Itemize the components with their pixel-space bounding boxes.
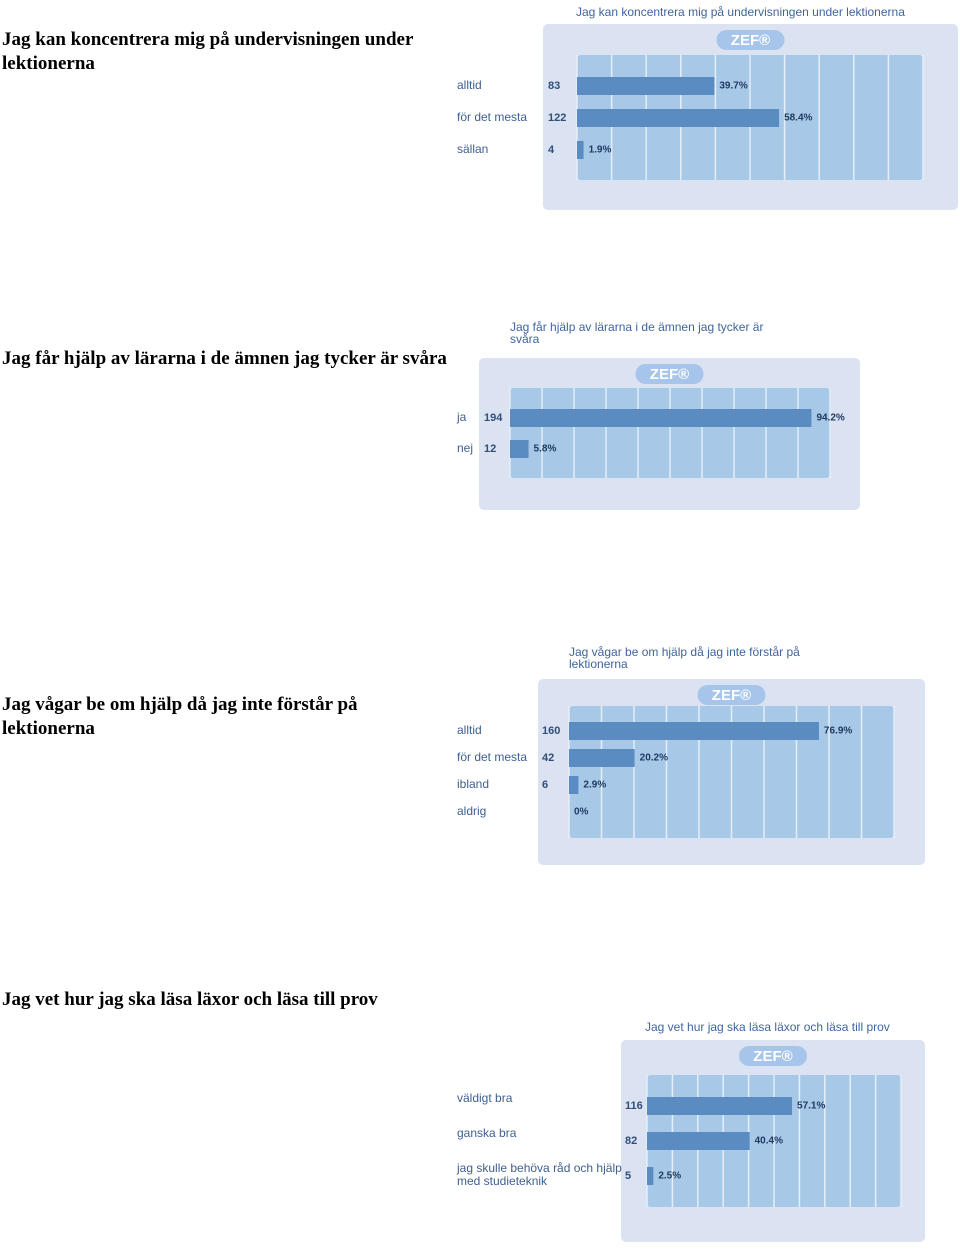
count-label: 194	[484, 412, 503, 424]
bar	[577, 77, 715, 95]
bar	[510, 440, 529, 458]
logo: ZEF®	[650, 366, 689, 383]
chart-title: Jag vågar be om hjälp då jag inte förstå…	[569, 645, 800, 671]
bar	[569, 776, 579, 794]
count-label: 6	[542, 779, 548, 791]
logo: ZEF®	[753, 1048, 792, 1065]
bar	[569, 749, 635, 767]
bar	[569, 722, 819, 740]
count-label: 122	[548, 112, 566, 124]
bar	[647, 1167, 654, 1185]
count-label: 116	[625, 1100, 643, 1112]
value-label: 5.8%	[534, 444, 557, 455]
value-label: 94.2%	[816, 413, 844, 424]
heading: Jag får hjälp av lärarna i de ämnen jag …	[2, 348, 447, 369]
chart-title: Jag kan koncentrera mig på undervisninge…	[576, 5, 905, 19]
value-label: 76.9%	[824, 726, 852, 737]
heading: Jag vågar be om hjälp då jag inte förstå…	[2, 694, 358, 739]
logo-badge	[739, 1046, 807, 1066]
count-label: 160	[542, 725, 560, 737]
logo-badge	[697, 685, 766, 705]
value-label: 0%	[574, 807, 589, 818]
count-label: 12	[484, 443, 496, 455]
logo: ZEF®	[731, 32, 770, 49]
count-label: 4	[548, 144, 555, 156]
count-label: 82	[625, 1135, 637, 1147]
count-label: 83	[548, 80, 560, 92]
logo-badge	[635, 364, 704, 384]
category-label: aldrig	[457, 804, 487, 818]
logo-badge	[716, 30, 785, 50]
bar	[510, 409, 812, 427]
bar	[577, 109, 780, 127]
value-label: 2.9%	[583, 780, 606, 791]
category-label: nej	[457, 441, 474, 455]
value-label: 57.1%	[797, 1101, 825, 1112]
category-label: alltid	[457, 78, 482, 92]
value-label: 2.5%	[658, 1171, 681, 1182]
category-label: alltid	[457, 723, 482, 737]
value-label: 39.7%	[719, 81, 747, 92]
value-label: 20.2%	[640, 753, 668, 764]
category-label: ja	[457, 410, 467, 424]
category-label: väldigt bra	[457, 1091, 513, 1105]
count-label: 5	[625, 1170, 631, 1182]
category-label: för det mesta	[457, 750, 528, 764]
logo: ZEF®	[712, 687, 751, 704]
bar	[647, 1132, 750, 1150]
chart-title: Jag vet hur jag ska läsa läxor och läsa …	[645, 1020, 890, 1034]
heading: Jag vet hur jag ska läsa läxor och läsa …	[2, 989, 378, 1010]
category-label: för det mesta	[457, 110, 528, 124]
category-label: ganska bra	[457, 1126, 517, 1140]
heading: Jag kan koncentrera mig på undervisninge…	[2, 29, 414, 74]
value-label: 58.4%	[784, 113, 812, 124]
bar	[577, 141, 584, 159]
chart-title: Jag får hjälp av lärarna i de ämnen jag …	[510, 320, 764, 346]
value-label: 40.4%	[755, 1136, 783, 1147]
value-label: 1.9%	[589, 145, 612, 156]
bar	[647, 1097, 793, 1115]
category-label: sällan	[457, 142, 489, 156]
category-label: ibland	[457, 777, 490, 791]
count-label: 42	[542, 752, 554, 764]
category-label: jag skulle behöva råd och hjälp med stud…	[457, 1161, 622, 1188]
